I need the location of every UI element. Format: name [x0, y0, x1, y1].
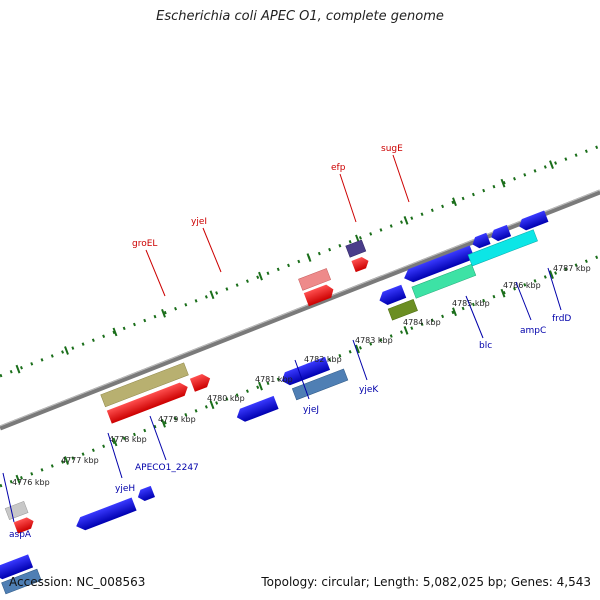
groEL-gene[interactable]	[106, 380, 190, 424]
map-title: Escherichia coli APEC O1, complete genom…	[156, 9, 444, 24]
scale-label: 4784 kbp	[403, 318, 441, 327]
sugE-gene-purple[interactable]	[345, 239, 367, 258]
major-tick	[452, 307, 457, 317]
accession-text: Accession: NC_008563	[9, 575, 146, 589]
yjeH-gene[interactable]	[74, 497, 137, 532]
frdD-leader	[547, 267, 562, 311]
gene-label-aspA[interactable]: aspA	[9, 530, 32, 540]
major-tick	[355, 344, 360, 354]
efp-gene-pink[interactable]	[298, 268, 332, 291]
efp-leader	[339, 173, 357, 223]
ampC-gene-mint[interactable]	[411, 263, 477, 299]
yjeI-gene[interactable]	[189, 372, 213, 392]
efp-gene[interactable]	[303, 283, 336, 307]
major-tick	[161, 308, 166, 318]
major-tick	[403, 326, 409, 335]
major-tick	[15, 364, 21, 374]
scale-label: 4780 kbp	[207, 394, 245, 403]
APECO1_2247-gene[interactable]	[136, 485, 155, 503]
gene-label-yjeJ[interactable]: yjeJ	[303, 405, 319, 415]
scale-label: 4776 kbp	[12, 478, 50, 487]
frd-gene-1[interactable]	[470, 232, 491, 250]
major-tick	[258, 271, 263, 281]
ampC-gene[interactable]	[402, 245, 475, 285]
yjeI-leader	[202, 227, 222, 273]
major-tick	[500, 178, 506, 188]
major-tick	[209, 400, 215, 410]
gene-label-yjeI[interactable]: yjeI	[191, 217, 207, 227]
yjeJ-gene[interactable]	[234, 395, 279, 424]
blc-leader	[465, 295, 484, 339]
major-tick	[403, 216, 409, 225]
major-tick	[452, 197, 457, 207]
gene-label-sugE[interactable]: sugE	[381, 144, 403, 154]
frd-gene-2[interactable]	[489, 224, 512, 243]
gene-label-APECO1_2247[interactable]: APECO1_2247	[135, 463, 199, 473]
major-tick	[64, 456, 69, 465]
scale-label: 4777 kbp	[61, 456, 99, 465]
aspA-gene-steel[interactable]	[1, 568, 42, 595]
major-tick	[500, 288, 506, 298]
blc-gene[interactable]	[377, 284, 407, 307]
scale-label: 4781 kbp	[255, 375, 293, 384]
feature-grey-gene[interactable]	[4, 501, 29, 521]
blc-gene-olive[interactable]	[387, 299, 418, 321]
major-tick	[112, 327, 118, 337]
major-tick	[306, 253, 312, 262]
gene-label-yjeH[interactable]: yjeH	[115, 484, 135, 494]
forward-tick-lane	[0, 144, 600, 378]
aspA-leader	[2, 472, 15, 523]
gene-label-efp[interactable]: efp	[331, 163, 346, 173]
yjeK-gene[interactable]	[279, 356, 331, 388]
scale-label: 4779 kbp	[158, 415, 196, 424]
scale-label: 4787 kbp	[553, 264, 591, 273]
yjeJ-leader	[294, 359, 310, 400]
gene-label-groEL[interactable]: groEL	[132, 239, 157, 249]
sugE-gene[interactable]	[351, 255, 370, 273]
scale-label: 4786 kbp	[503, 281, 541, 290]
sugE-leader	[392, 154, 410, 203]
scale-label: 4785 kbp	[452, 299, 490, 308]
groEL-leader	[145, 249, 166, 297]
major-tick	[161, 418, 166, 428]
major-tick	[549, 160, 554, 169]
scale-label: 4782 kbp	[304, 355, 342, 364]
aspA-gene[interactable]	[0, 554, 34, 581]
genome-summary-text: Topology: circular; Length: 5,082,025 bp…	[261, 575, 591, 589]
scale-label: 4783 kbp	[355, 336, 393, 345]
ampC-leader	[515, 281, 532, 321]
yjeH-leader	[107, 432, 123, 479]
gene-label-ampC[interactable]: ampC	[520, 326, 546, 336]
major-tick	[258, 381, 263, 391]
major-ticks	[15, 160, 554, 484]
gene-label-yjeK[interactable]: yjeK	[359, 385, 379, 395]
frd-gene-3[interactable]	[517, 210, 549, 233]
major-tick	[64, 346, 69, 355]
yjeK-leader	[352, 339, 368, 381]
major-tick	[549, 270, 554, 279]
gene-label-frdD[interactable]: frdD	[552, 314, 571, 324]
major-tick	[209, 290, 215, 300]
feature-red-gene-left[interactable]	[13, 516, 36, 534]
gene-label-blc[interactable]: blc	[479, 341, 492, 351]
groEL-gene-olive[interactable]	[100, 362, 189, 408]
scale-label: 4778 kbp	[109, 435, 147, 444]
frdD-gene-cyan[interactable]	[467, 229, 538, 267]
major-tick	[15, 474, 21, 484]
major-tick	[112, 437, 118, 447]
APECO1_2247-leader	[149, 415, 167, 461]
